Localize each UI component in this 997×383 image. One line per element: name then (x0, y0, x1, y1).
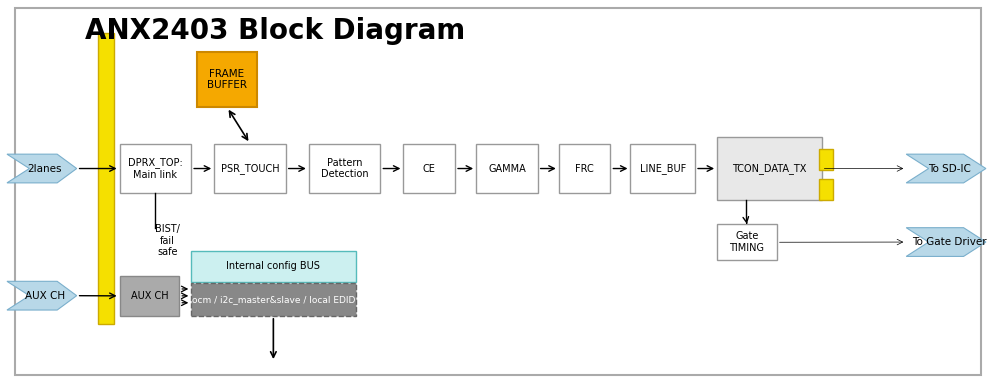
Polygon shape (906, 228, 986, 257)
Text: GAMMA: GAMMA (488, 164, 525, 173)
FancyBboxPatch shape (120, 276, 179, 316)
Text: FRAME
BUFFER: FRAME BUFFER (207, 69, 247, 90)
FancyBboxPatch shape (819, 149, 832, 170)
FancyBboxPatch shape (98, 33, 114, 324)
Polygon shape (7, 154, 77, 183)
Text: ocm / i2c_master&slave / local EDID: ocm / i2c_master&slave / local EDID (191, 295, 355, 304)
FancyBboxPatch shape (191, 251, 356, 282)
FancyBboxPatch shape (717, 137, 822, 200)
Text: CE: CE (423, 164, 436, 173)
FancyBboxPatch shape (191, 283, 356, 316)
Text: TCON_DATA_TX: TCON_DATA_TX (732, 163, 807, 174)
Text: FRC: FRC (575, 164, 594, 173)
Text: ANX2403 Block Diagram: ANX2403 Block Diagram (85, 17, 465, 45)
Text: Pattern
Detection: Pattern Detection (321, 158, 368, 179)
FancyBboxPatch shape (120, 144, 191, 193)
Text: To SD-IC: To SD-IC (928, 164, 971, 173)
Text: Internal config BUS: Internal config BUS (226, 261, 320, 271)
Polygon shape (906, 154, 986, 183)
FancyBboxPatch shape (404, 144, 455, 193)
FancyBboxPatch shape (717, 224, 777, 260)
Text: Gate
TIMING: Gate TIMING (730, 231, 765, 253)
FancyBboxPatch shape (630, 144, 695, 193)
Text: LINE_BUF: LINE_BUF (640, 163, 686, 174)
Text: To Gate Driver: To Gate Driver (912, 237, 987, 247)
FancyBboxPatch shape (214, 144, 286, 193)
FancyBboxPatch shape (15, 8, 981, 375)
Text: BIST/
fail
safe: BIST/ fail safe (155, 224, 179, 257)
FancyBboxPatch shape (197, 52, 257, 107)
FancyBboxPatch shape (819, 179, 832, 200)
FancyBboxPatch shape (309, 144, 381, 193)
Polygon shape (7, 281, 77, 310)
FancyBboxPatch shape (558, 144, 610, 193)
Text: AUX CH: AUX CH (25, 291, 65, 301)
Text: 2lanes: 2lanes (27, 164, 62, 173)
Text: AUX CH: AUX CH (131, 291, 168, 301)
Text: PSR_TOUCH: PSR_TOUCH (220, 163, 279, 174)
FancyBboxPatch shape (476, 144, 537, 193)
Text: DPRX_TOP:
Main link: DPRX_TOP: Main link (128, 157, 182, 180)
